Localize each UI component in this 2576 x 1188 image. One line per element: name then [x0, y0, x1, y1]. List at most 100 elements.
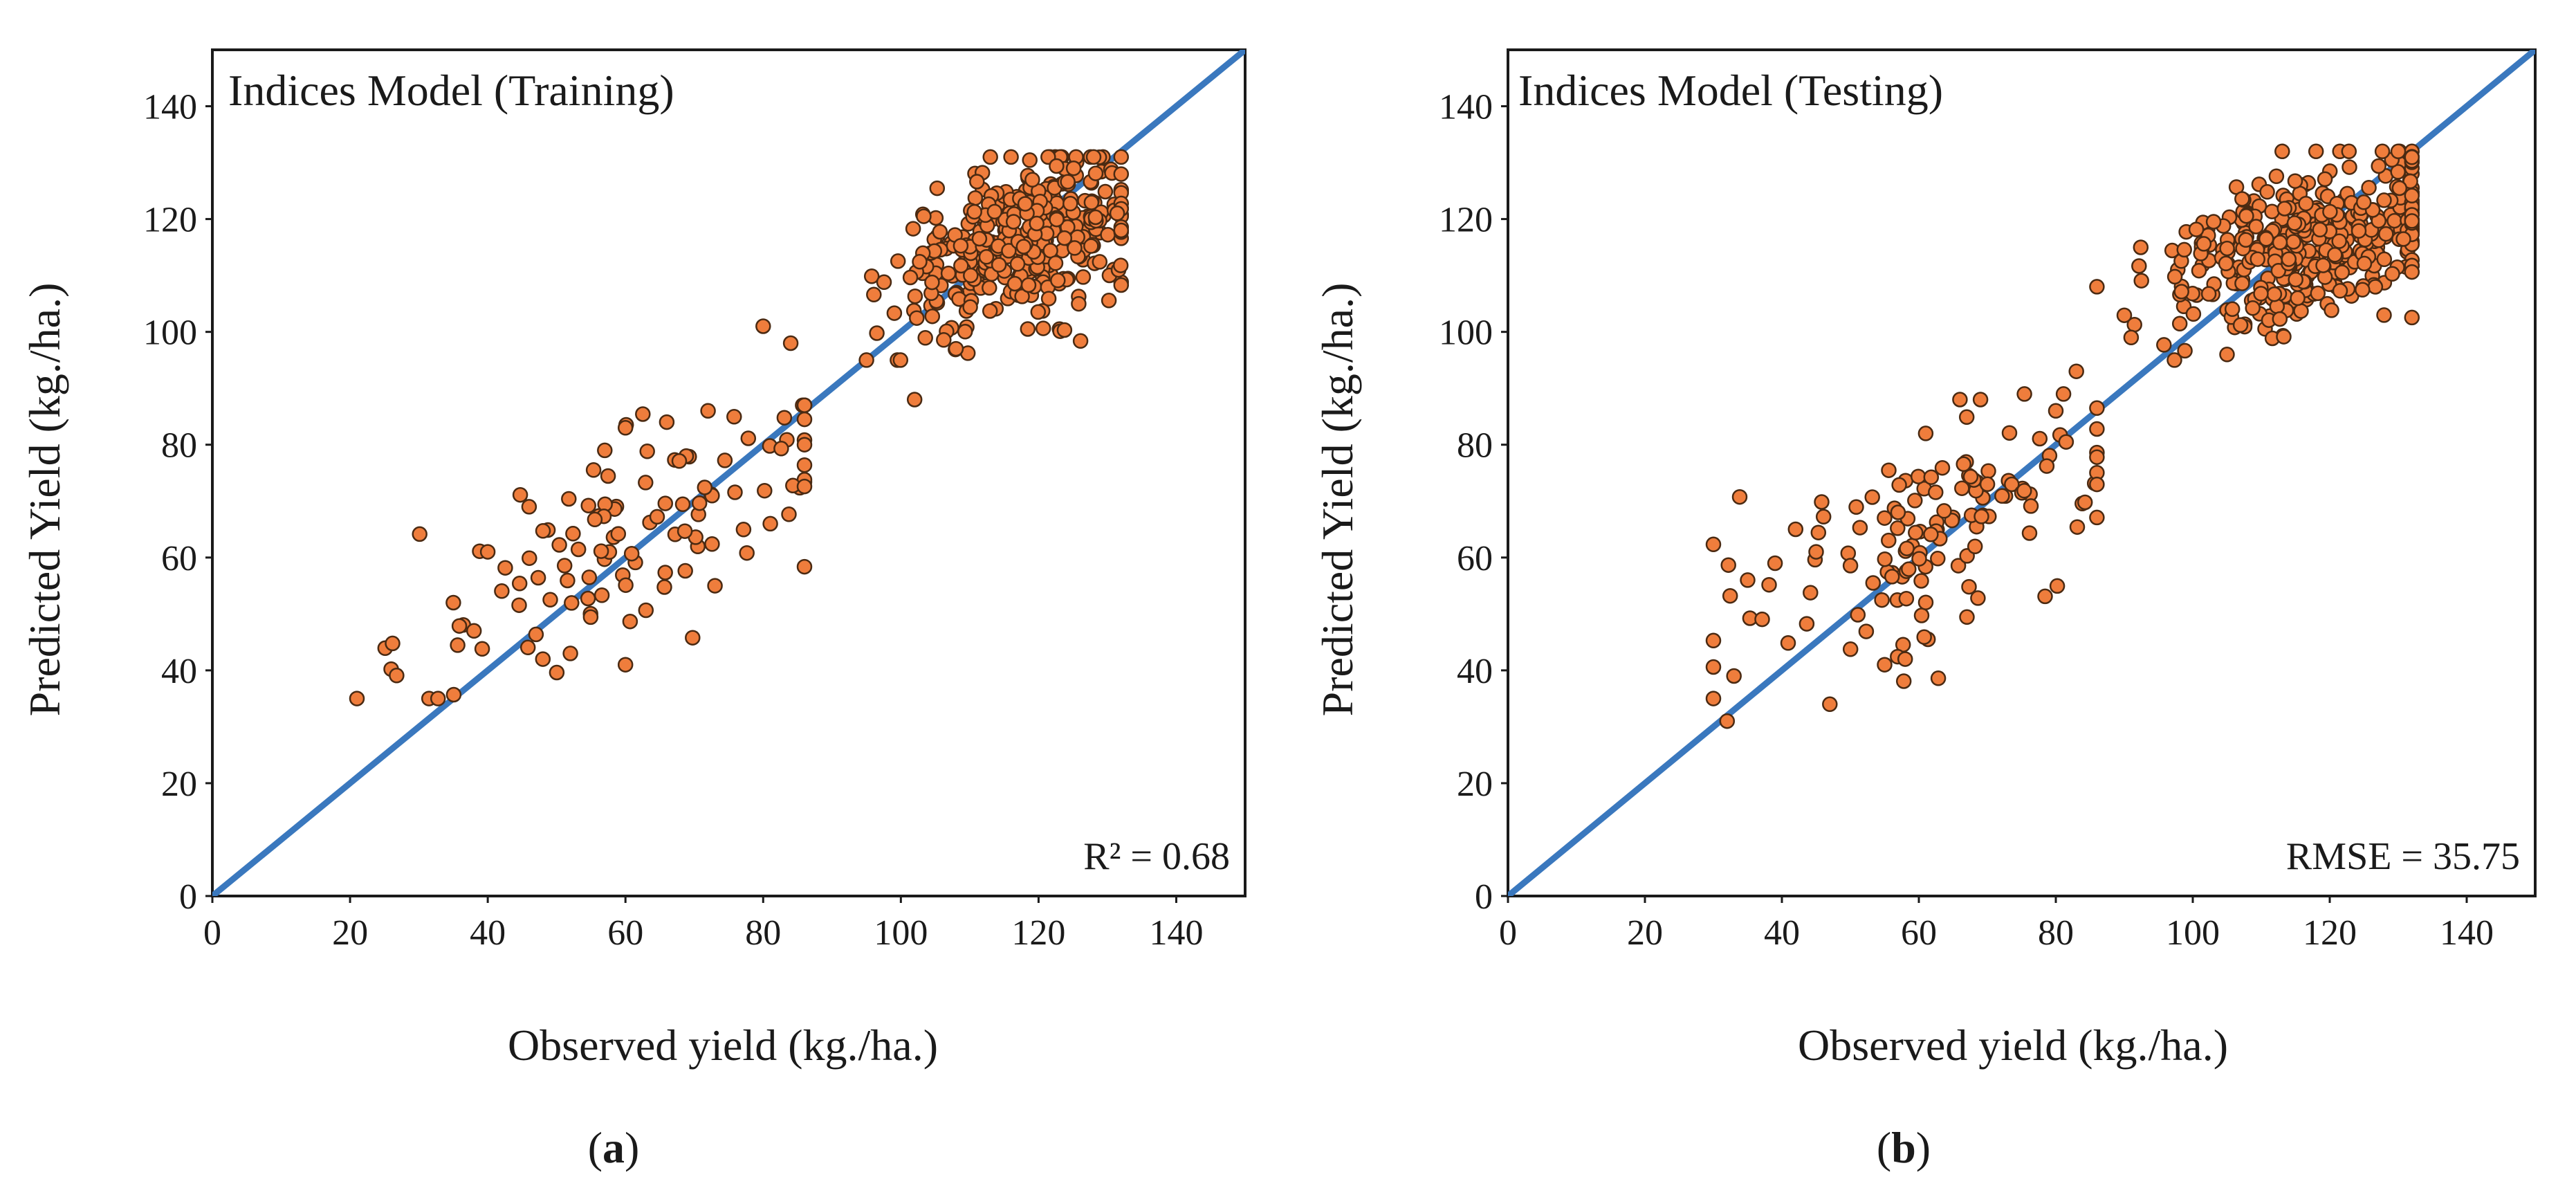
- data-point-a: [726, 409, 742, 425]
- y-tick-label-a: 140: [143, 88, 197, 127]
- data-point-a: [892, 352, 909, 368]
- data-point-b: [1877, 657, 1893, 673]
- data-point-a: [521, 499, 537, 515]
- data-point-b: [2177, 342, 2193, 359]
- data-point-b: [2238, 232, 2254, 248]
- data-point-b: [2361, 180, 2377, 196]
- data-point-b: [2089, 476, 2105, 493]
- data-point-b: [2032, 430, 2048, 447]
- data-point-a: [542, 592, 558, 608]
- data-point-b: [2272, 311, 2288, 327]
- data-point-a: [1049, 158, 1065, 174]
- data-point-a: [1049, 211, 1065, 228]
- data-point-a: [639, 444, 655, 459]
- data-point-b: [2232, 317, 2249, 333]
- data-point-b: [2068, 363, 2084, 379]
- data-point-a: [1015, 239, 1032, 255]
- data-point-a: [1017, 196, 1033, 212]
- data-point-a: [796, 457, 813, 473]
- data-point-a: [1101, 293, 1117, 309]
- data-point-a: [618, 577, 634, 593]
- data-point-a: [1071, 295, 1087, 312]
- data-point-b: [1814, 494, 1830, 510]
- data-point-a: [796, 437, 813, 453]
- data-point-b: [1850, 607, 1866, 623]
- data-point-a: [1083, 194, 1100, 210]
- data-point-a: [796, 411, 813, 428]
- data-point-a: [519, 639, 536, 656]
- x-tick-label-a: 140: [1149, 913, 1203, 953]
- data-point-b: [1901, 561, 1917, 577]
- data-point-a: [966, 203, 982, 220]
- data-point-a: [593, 543, 609, 559]
- data-point-b: [1923, 527, 1939, 542]
- data-point-b: [1720, 557, 1736, 573]
- data-point-b: [1705, 691, 1722, 706]
- data-point-b: [2037, 588, 2053, 605]
- data-point-a: [1113, 149, 1130, 165]
- data-point-a: [1020, 321, 1036, 337]
- data-point-b: [2191, 262, 2207, 279]
- data-point-a: [691, 495, 708, 511]
- data-point-b: [2133, 239, 2149, 255]
- data-point-b: [2290, 290, 2306, 307]
- panel-label-b: (b): [1877, 1123, 1931, 1172]
- data-point-b: [1930, 551, 1946, 567]
- data-point-b: [2219, 347, 2235, 363]
- data-point-b: [2116, 307, 2133, 323]
- data-point-a: [1067, 240, 1083, 256]
- data-point-b: [2173, 284, 2189, 300]
- x-tick-label-b: 120: [2303, 913, 2357, 953]
- data-point-a: [1072, 333, 1089, 349]
- data-point-a: [385, 635, 401, 652]
- data-point-b: [2390, 164, 2406, 180]
- data-point-a: [1075, 269, 1092, 285]
- data-point-b: [1822, 696, 1838, 713]
- data-point-b: [1913, 573, 1929, 589]
- x-tick-label-a: 120: [1011, 913, 1065, 953]
- data-point-b: [2342, 159, 2357, 175]
- data-point-a: [863, 268, 880, 284]
- data-point-b: [2264, 203, 2280, 219]
- y-tick-label-b: 120: [1439, 201, 1493, 240]
- data-point-b: [2324, 302, 2339, 318]
- data-point-b: [2185, 306, 2202, 322]
- data-point-b: [2374, 143, 2391, 160]
- data-point-b: [2023, 498, 2039, 514]
- data-point-a: [858, 352, 874, 368]
- data-point-b: [1874, 592, 1890, 608]
- data-point-b: [2332, 283, 2348, 299]
- data-point-b: [1898, 590, 1915, 607]
- data-point-b: [1910, 468, 1926, 484]
- data-point-a: [866, 286, 882, 303]
- x-tick-label-a: 0: [203, 913, 221, 953]
- data-point-a: [1087, 209, 1104, 226]
- data-point-a: [890, 253, 906, 269]
- data-point-b: [2384, 266, 2400, 282]
- data-point-a: [776, 410, 793, 426]
- data-point-a: [796, 478, 813, 495]
- y-tick-label-b: 40: [1457, 652, 1493, 691]
- data-point-a: [936, 332, 952, 348]
- data-point-a: [906, 392, 923, 408]
- data-point-b: [1848, 499, 1864, 515]
- data-point-b: [2287, 173, 2303, 189]
- data-point-b: [2315, 257, 2331, 273]
- data-point-b: [2404, 149, 2420, 165]
- data-point-b: [1840, 545, 1857, 561]
- data-point-a: [929, 180, 946, 197]
- data-point-b: [1895, 673, 1912, 689]
- data-point-a: [1005, 214, 1022, 230]
- data-point-a: [512, 486, 528, 503]
- y-tick-label-b: 140: [1439, 88, 1493, 127]
- data-point-a: [869, 325, 885, 341]
- x-tick-label-b: 80: [2038, 913, 2074, 953]
- data-point-a: [389, 668, 405, 684]
- data-point-b: [2021, 525, 2038, 541]
- data-point-a: [755, 318, 771, 334]
- data-point-a: [940, 265, 957, 282]
- data-point-a: [717, 453, 733, 468]
- data-point-a: [796, 558, 813, 575]
- reference-line-a: [212, 50, 1245, 896]
